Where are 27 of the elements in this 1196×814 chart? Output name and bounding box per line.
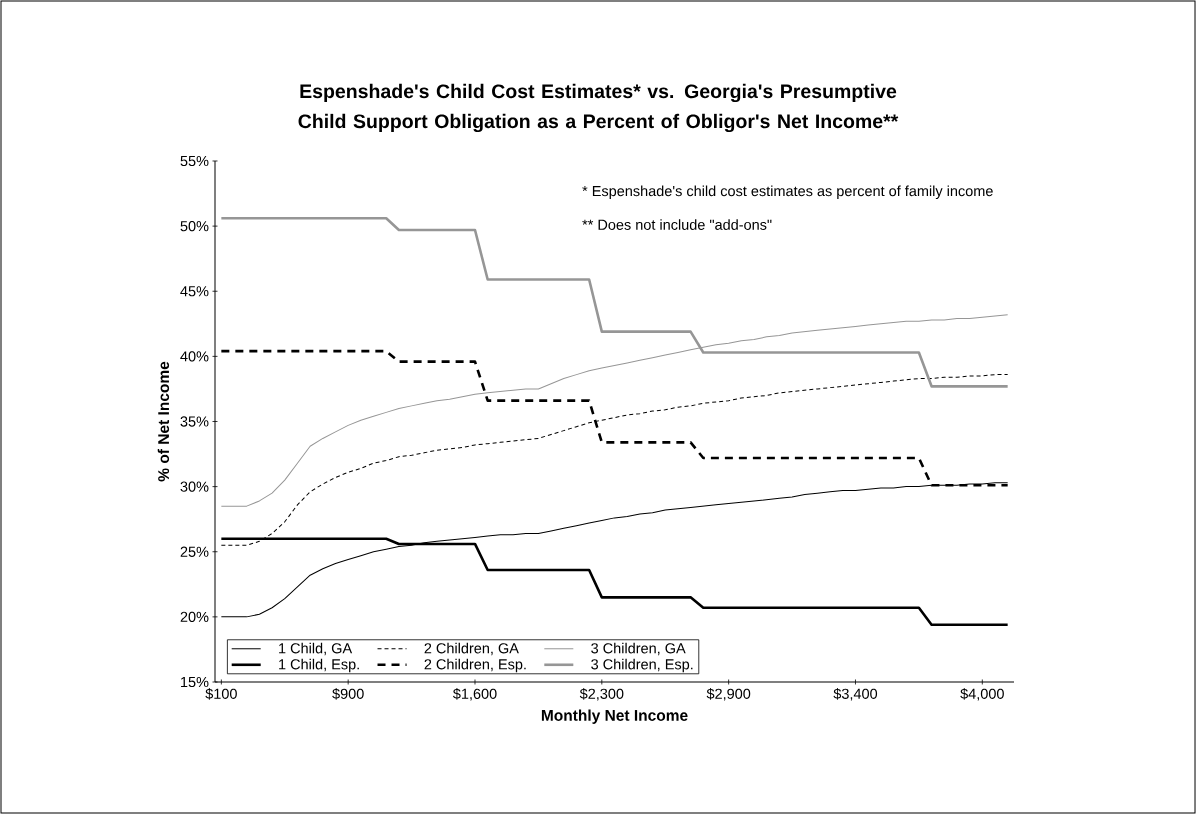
y-tick-label: 40% [180,351,209,362]
legend-label: 3 Children, Esp. [591,658,693,673]
x-tick-label: $3,400 [833,688,878,701]
y-tick-label: 15% [181,676,209,688]
legend-label: 3 Children, GA [591,642,686,656]
annotation: * Espenshade's child cost estimates as percent of family income [582,185,993,200]
chart-title: Espenshade's Child Cost Estimates* vs. Georgia's Presumptive Child Support Obligation as a Percent of Obligor's Net Income** [298,83,899,133]
y-tick-label: 20% [180,611,209,623]
y-tick-label: 45% [180,286,209,297]
legend-label: 1 Child, GA [279,642,353,656]
x-tick-label: $4,000 [960,688,1004,701]
y-tick-label: 50% [180,220,209,232]
x-tick-label: $2,900 [706,688,751,701]
y-tick-label: 30% [180,481,209,492]
y-tick-label: 55% [180,155,209,167]
legend-label: 2 Children, Esp. [424,658,526,673]
y-axis-title: % of Net Income [157,361,170,482]
x-tick-label: $1,600 [452,688,497,701]
legend-label: 1 Child, Esp. [279,658,359,673]
annotation: ** Does not include "add-ons" [582,219,772,230]
x-tick-label: $2,300 [579,688,624,701]
x-tick-label: $100 [205,688,237,700]
legend-label: 2 Children, GA [424,642,519,656]
y-tick-label: 35% [180,416,209,427]
x-tick-label: $900 [332,688,364,700]
x-axis-title: Monthly Net Income [541,709,688,724]
y-tick-label: 25% [180,546,209,557]
